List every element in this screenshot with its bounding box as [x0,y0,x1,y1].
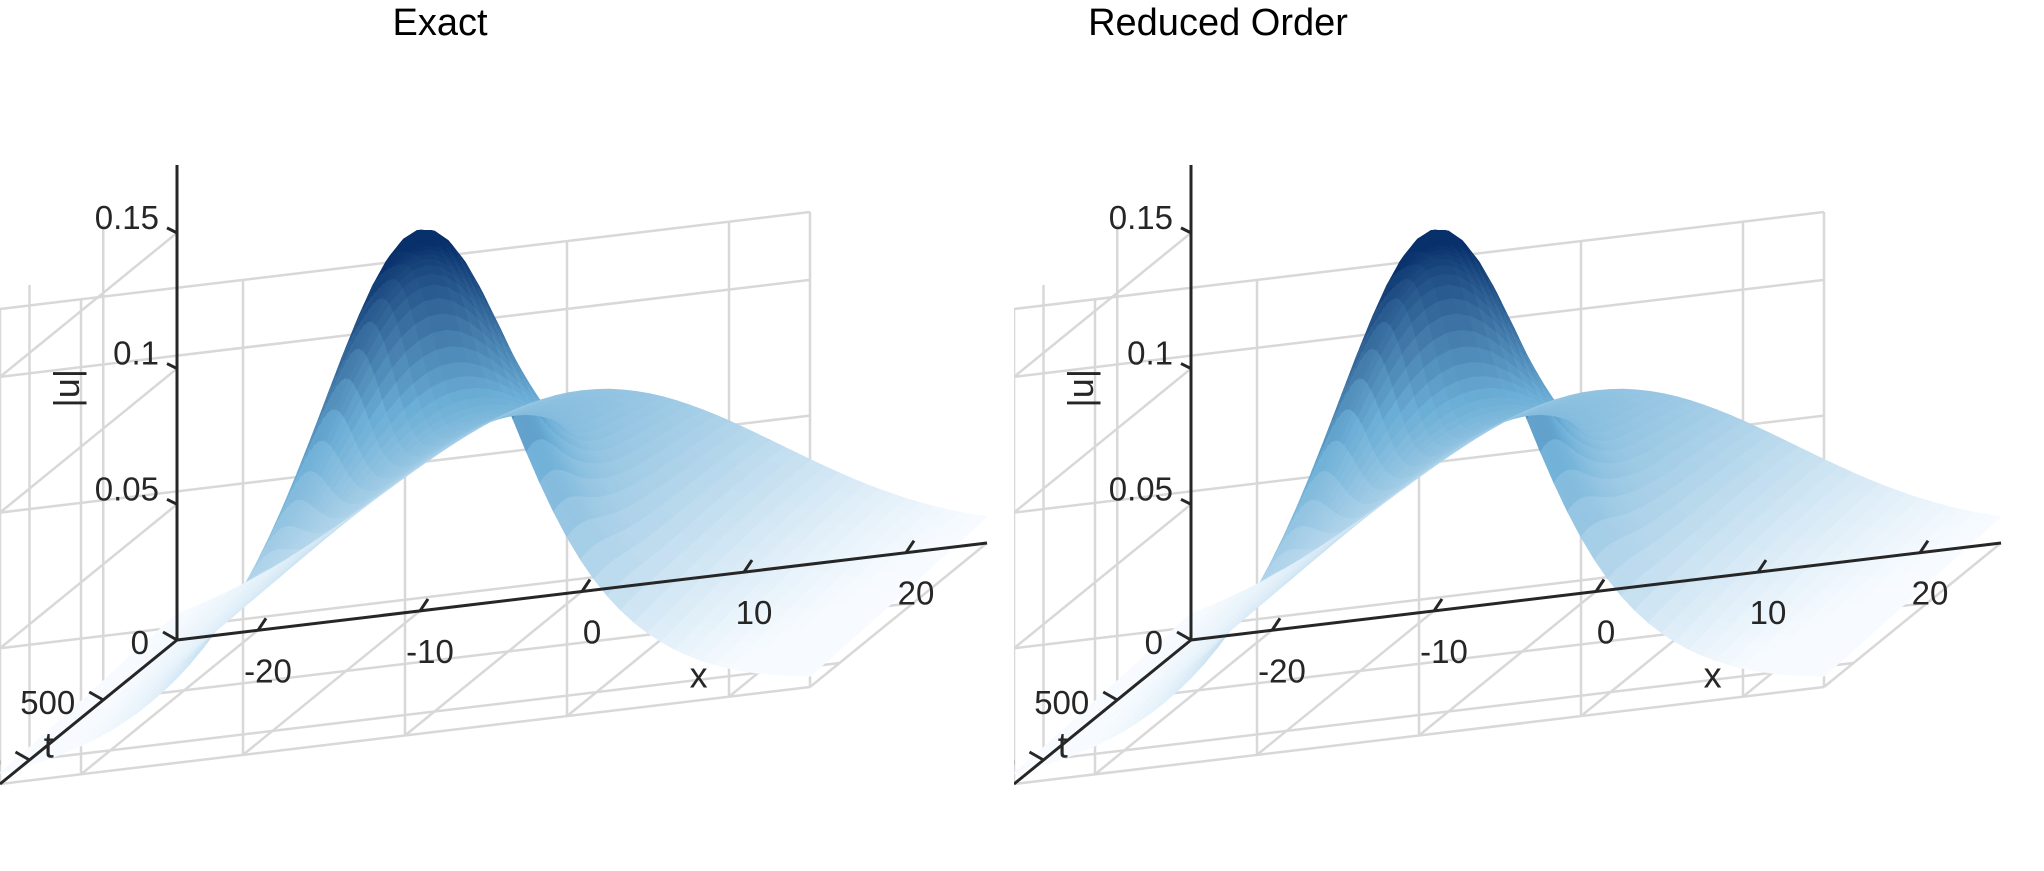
z-tick-mark [166,362,178,370]
z-tick-label: 0.15 [95,199,159,236]
surface-mesh [1014,229,2002,774]
y-tick-mark [14,750,31,762]
y-tick-mark [88,690,104,702]
x-tick-mark [904,539,916,554]
chart-panel-exact: Exact -20 -10 0 10 20 0 500 1000 0.05 0.1 0.15 x t |u| [0,2,988,786]
z-tick-label: 0.1 [113,335,159,372]
z-tick-mark [166,497,178,506]
grid-line [1014,685,1825,786]
x-tick-mark [742,559,754,573]
z-tick-mark [166,226,178,235]
surface-chart-reduced-order: Reduced Order-20-1001020050010000.050.10… [1014,2,2002,786]
x-tick-mark [580,578,592,593]
x-axis-label: x [690,655,708,696]
grid-line [0,685,811,786]
surface-patch [968,514,988,521]
x-tick-label: -10 [406,633,454,670]
chart-title: Reduced Order [1088,2,1348,44]
z-tick-label: 0.05 [95,470,159,507]
x-tick-mark [256,617,268,632]
y-tick-label: 500 [20,684,75,721]
x-tick-mark [418,598,430,612]
x-tick-label: 0 [583,614,601,651]
grid-line [1823,542,2002,688]
y-tick-mark [162,630,178,642]
grid-line [29,661,840,762]
x-tick-label: -20 [244,652,292,689]
chart-panel-reduced-order: Reduced Order-20-1001020050010000.050.10… [1014,0,2036,871]
grid-line [0,367,178,514]
grid-line [1014,367,1192,514]
grid-line [1014,503,1192,650]
grid-line [1014,231,1192,378]
z-axis-label: |u| [46,369,87,408]
axes: -20 -10 0 10 20 0 500 1000 0.05 0.1 0.15 [0,165,988,786]
surface-chart-exact: Exact -20 -10 0 10 20 0 500 1000 0.05 0.1 0.15 x t |u| [0,2,988,786]
grid-line [0,231,178,378]
y-axis-label: t [44,724,54,765]
chart-title: Exact [392,2,487,44]
y-tick-label: 0 [131,624,149,661]
grid-line [1043,661,1854,762]
grid-line [809,542,988,688]
grid-line [0,503,178,650]
x-tick-label: 10 [736,594,773,631]
x-tick-label: 20 [898,575,935,612]
y-tick-label: 1000 [0,744,2,781]
